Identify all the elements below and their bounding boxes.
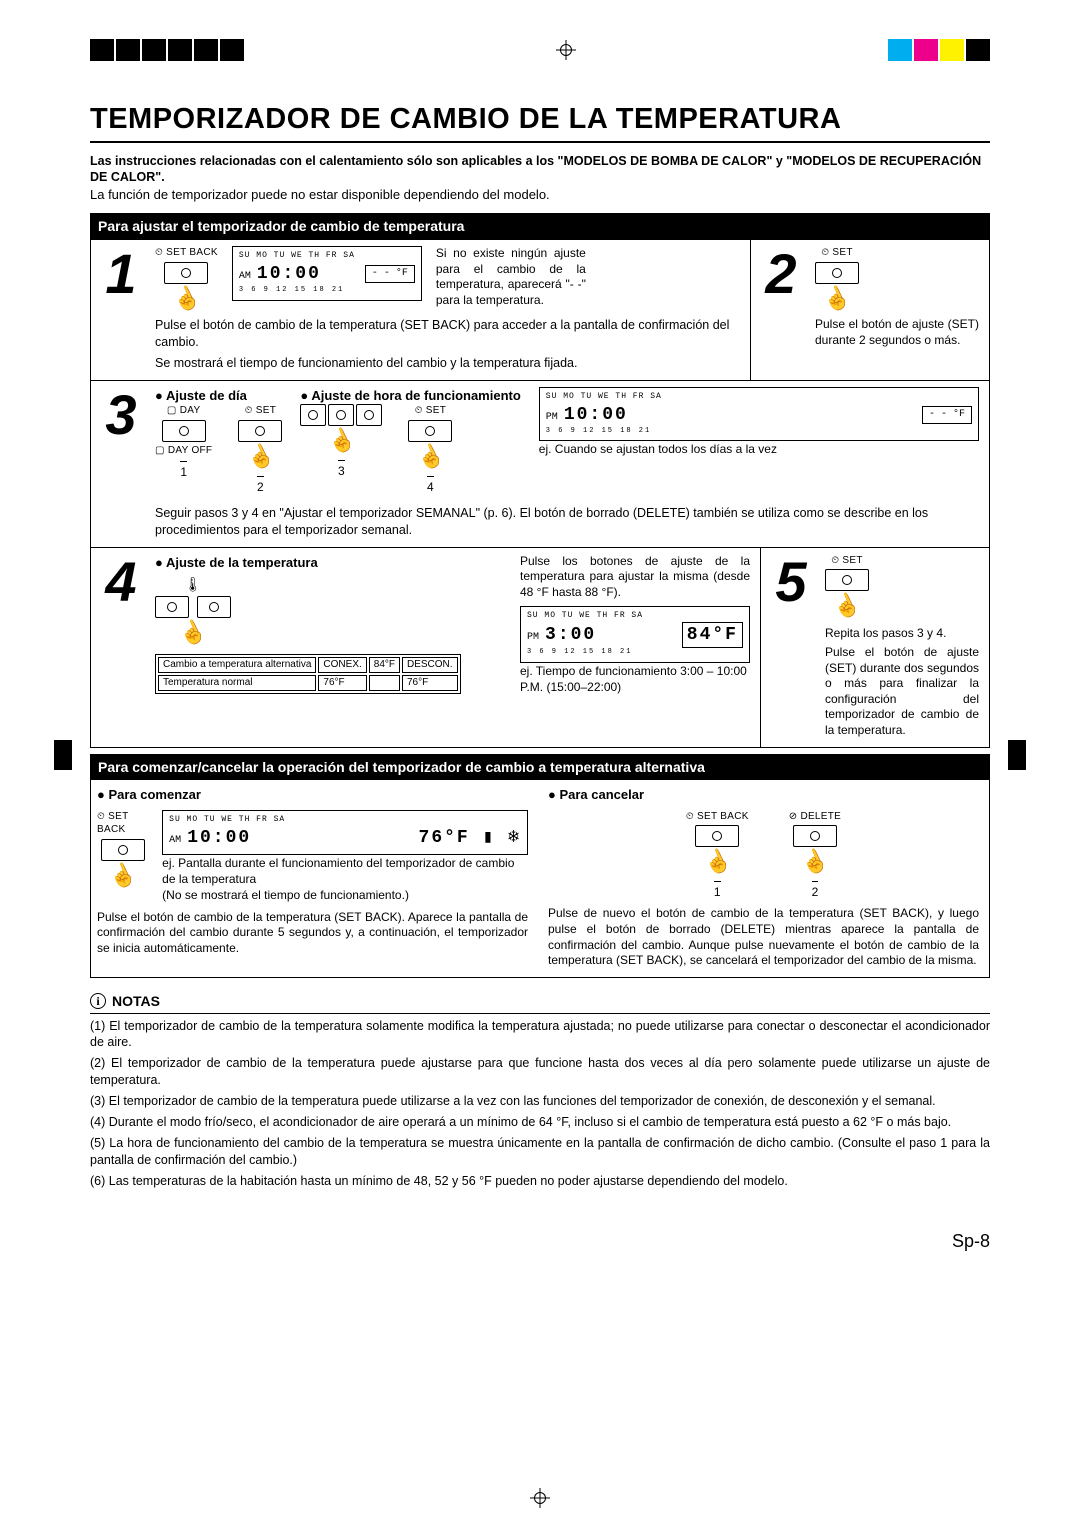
start-cap2: (No se mostrará el tiempo de funcionamie… [162,887,528,903]
page-number: Sp-8 [90,1229,990,1253]
step-2-num: 2 [757,246,805,372]
step-3: 3 ● Ajuste de día ▢ DAY ▢ DAY OFF 1 ⏲ SE… [90,380,990,548]
hand-icon: ☝ [818,279,855,317]
info-icon: i [90,993,106,1009]
set-label-5: ⏲ SET [831,554,863,568]
step-5-num: 5 [767,554,815,739]
step-2: 2 ⏲ SET ☝ Pulse el botón de ajuste (SET)… [750,239,990,381]
num-1: 1 [180,461,187,480]
hand-icon: ☝ [104,857,141,895]
temp-table: Cambio a temperatura alternativa CONEX. … [155,654,461,694]
start-cancel-box: ● Para comenzar ⏲︎ SET BACK ☝ SU MO TU W… [90,779,990,977]
start-head: ● Para comenzar [97,786,528,804]
hand-icon: ☝ [828,587,865,625]
cancel-body: Pulse de nuevo el botón de cambio de la … [548,906,979,968]
intro-plain: La función de temporizador puede no esta… [90,186,990,204]
step1-side: Si no existe ningún ajuste para el cambi… [436,246,586,308]
setback-button[interactable] [164,262,208,284]
set-label-3a: ⏲ SET [245,404,277,418]
step4-side: Pulse los botones de ajuste de la temper… [520,554,750,601]
note-2: (2) El temporizador de cambio de la temp… [90,1055,990,1089]
day-button[interactable] [162,420,206,442]
start-body: Pulse el botón de cambio de la temperatu… [97,910,528,957]
lcd-step1: SU MO TU WE TH FR SA AM 10:00 - - °F 3 6… [232,246,422,301]
hand-icon: ☝ [699,843,736,881]
step-4: 4 ● Ajuste de la temperatura 🌡 ☝ [90,547,760,748]
registration-marks [90,35,990,65]
set-label-3b: ⏲ SET [415,404,447,418]
step-5: 5 ⏲ SET ☝ Repita los pasos 3 y 4. Pulse … [760,547,990,748]
step-4-num: 4 [97,554,145,739]
num-4: 4 [427,476,434,495]
hand-icon: ☝ [242,438,279,476]
note-1: (1) El temporizador de cambio de la temp… [90,1018,990,1052]
step5-body: Pulse el botón de ajuste (SET) durante d… [825,645,979,739]
section-a-header: Para ajustar el temporizador de cambio d… [90,213,990,240]
step3-time-head: ● Ajuste de hora de funcionamiento [300,387,520,405]
set-button-3a[interactable] [238,420,282,442]
next-button[interactable] [356,404,382,426]
section-b-header: Para comenzar/cancelar la operación del … [90,754,990,781]
hand-icon: ☝ [174,614,211,652]
start-cap1: ej. Pantalla durante el funcionamiento d… [162,855,528,887]
set-button-3b[interactable] [408,420,452,442]
set-button-5[interactable] [825,569,869,591]
step-1-num: 1 [97,246,145,372]
crosshair-top [556,40,576,60]
note-6: (6) Las temperaturas de la habitación ha… [90,1173,990,1190]
intro-bold: Las instrucciones relacionadas con el ca… [90,153,990,186]
cancel-num-2: 2 [812,881,819,900]
step3-foot: Seguir pasos 3 y 4 en "Ajustar el tempor… [155,505,979,539]
start-setback-button[interactable] [101,839,145,861]
step3-lcd-caption: ej. Cuando se ajustan todos los días a l… [539,441,979,457]
lcd-step3: SU MO TU WE TH FR SA PM 10:00 - - °F 3 6… [539,387,979,442]
reg-bar-left [54,740,72,770]
cancel-setback-label: ⏲︎ SET BACK [686,810,749,824]
num-3: 3 [338,460,345,479]
notes-header: i NOTAS [90,992,990,1014]
hand-icon: ☝ [796,843,833,881]
start-setback-label: ⏲︎ SET BACK [97,810,148,837]
setback-label: ⏲︎ SET BACK [155,246,218,260]
step3-day-head: ● Ajuste de día [155,387,282,405]
set-button[interactable] [815,262,859,284]
step1-body2: Se mostrará el tiempo de funcionamiento … [155,355,740,372]
set-label: ⏲ SET [821,246,853,260]
reg-bar-right [1008,740,1026,770]
hand-icon: ☝ [168,279,205,317]
step-1: 1 ⏲︎ SET BACK ☝ SU MO TU WE TH FR SA AM … [90,239,750,381]
temp-up-button[interactable] [197,596,231,618]
note-4: (4) Durante el modo frío/seco, el acondi… [90,1114,990,1131]
cmyk-bars [888,39,990,61]
dayoff-label: ▢ DAY OFF [155,444,212,458]
temp-down-button[interactable] [155,596,189,618]
cancel-num-1: 1 [714,881,721,900]
step-3-num: 3 [97,387,145,539]
notes-list: (1) El temporizador de cambio de la temp… [90,1018,990,1190]
page-title: TEMPORIZADOR DE CAMBIO DE LA TEMPERATURA [90,100,990,143]
cancel-setback-button[interactable] [695,825,739,847]
cancel-head: ● Para cancelar [548,786,979,804]
day-label: ▢ DAY [167,404,201,418]
hand-icon: ☝ [412,438,449,476]
step5-line1: Repita los pasos 3 y 4. [825,625,979,641]
step4-caption: ej. Tiempo de funcionamiento 3:00 – 10:0… [520,663,750,695]
black-bars [90,39,244,61]
step4-head: ● Ajuste de la temperatura [155,554,506,572]
clock-button[interactable] [328,404,354,426]
step1-body1: Pulse el botón de cambio de la temperatu… [155,317,740,351]
hand-icon: ☝ [323,422,360,460]
lcd-step4: SU MO TU WE TH FR SA PM 3:00 84°F 3 6 9 … [520,606,750,663]
num-2: 2 [257,476,264,495]
step2-body: Pulse el botón de ajuste (SET) durante 2… [815,317,979,348]
note-3: (3) El temporizador de cambio de la temp… [90,1093,990,1110]
crosshair-bottom [530,1488,550,1508]
prev-button[interactable] [300,404,326,426]
note-5: (5) La hora de funcionamiento del cambio… [90,1135,990,1169]
cancel-delete-label: ⊘ DELETE [789,810,841,824]
lcd-start: SU MO TU WE TH FR SA AM 10:00 76°F ▮ ❄ [162,810,528,855]
